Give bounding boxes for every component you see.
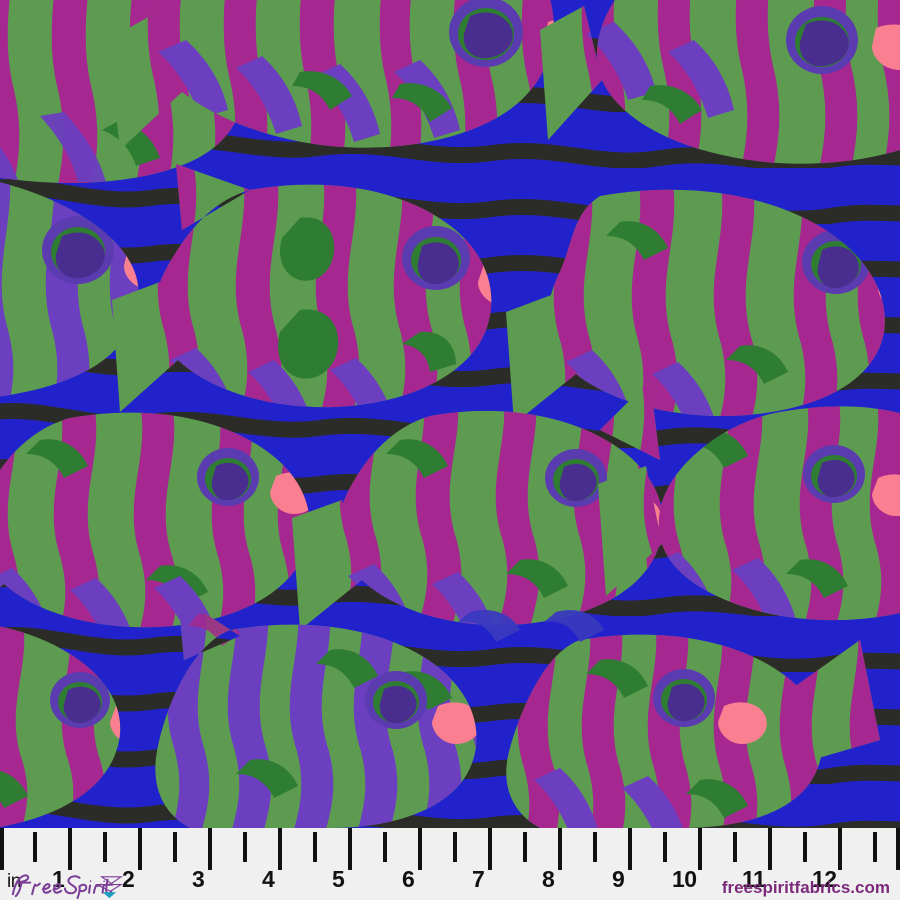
fish-eye xyxy=(653,669,715,727)
ruler-tick-minor xyxy=(383,832,387,862)
ruler-tick-major xyxy=(768,828,772,870)
fabric-pattern-svg xyxy=(0,0,900,828)
ruler-tick-major xyxy=(488,828,492,870)
fish-eye xyxy=(786,6,858,74)
ruler-tick-minor xyxy=(173,832,177,862)
water-accents xyxy=(458,610,604,642)
ruler-tick-minor xyxy=(453,832,457,862)
website-url: freespiritfabrics.com xyxy=(721,878,890,897)
ruler-tick-major xyxy=(838,828,842,870)
ruler-tick-major xyxy=(628,828,632,870)
ruler-number-4: 4 xyxy=(262,866,275,892)
ruler-tick-minor xyxy=(873,832,877,862)
ruler-tick-major xyxy=(558,828,562,870)
ruler-tick-major xyxy=(348,828,352,870)
fish-r4-c3 xyxy=(506,634,880,828)
ruler-tick-minor xyxy=(313,832,317,862)
ruler-number-3: 3 xyxy=(192,866,205,892)
ruler-tick-minor xyxy=(593,832,597,862)
freespirit-logo xyxy=(6,872,124,900)
freespirit-bird-mark xyxy=(96,876,123,899)
fish-eye xyxy=(402,226,470,290)
ruler-number-12: 12 xyxy=(812,866,837,892)
ruler-number-2: 2 xyxy=(122,866,135,892)
ruler-number-7: 7 xyxy=(472,866,485,892)
ruler-tick-minor xyxy=(663,832,667,862)
ruler-tick-major xyxy=(138,828,142,870)
fish-eye xyxy=(803,445,865,503)
fabric-swatch-image xyxy=(0,0,900,828)
ruler-tick-minor xyxy=(733,832,737,862)
ruler-number-6: 6 xyxy=(402,866,415,892)
ruler-tick-minor xyxy=(103,832,107,862)
ruler-tick-major xyxy=(418,828,422,870)
fish-eye xyxy=(50,672,110,728)
fish-mouth xyxy=(432,702,477,744)
fish-eye xyxy=(449,0,523,67)
freespirit-logo-svg xyxy=(11,874,123,900)
ruler-tick-minor xyxy=(243,832,247,862)
ruler-tick-major xyxy=(208,828,212,870)
ruler-tick-major xyxy=(896,828,900,870)
ruler-tick-major xyxy=(0,828,4,870)
fish-eye xyxy=(197,448,259,506)
ruler-number-10: 10 xyxy=(672,866,697,892)
ruler-tick-major xyxy=(278,828,282,870)
ruler-tick-major xyxy=(68,828,72,870)
ruler-tick-minor xyxy=(803,832,807,862)
ruler-number-5: 5 xyxy=(332,866,345,892)
ruler-tick-minor xyxy=(523,832,527,862)
fish-eye xyxy=(365,671,427,729)
ruler-number-8: 8 xyxy=(542,866,555,892)
ruler-unit-label: in xyxy=(7,871,21,892)
ruler-number-9: 9 xyxy=(612,866,625,892)
ruler-tick-major xyxy=(698,828,702,870)
fish-eye xyxy=(42,216,114,284)
ruler-tick-minor xyxy=(33,832,37,862)
fish-row-1 xyxy=(0,0,900,183)
ruler-number-11: 11 xyxy=(742,866,766,892)
fish-r4-c2 xyxy=(155,596,477,828)
fish-mouth xyxy=(718,702,767,744)
ruler-strip: in 1 2 3 4 5 6 7 8 9 10 11 12 xyxy=(0,828,900,900)
fish-mouth xyxy=(872,474,900,516)
fish-mouth xyxy=(872,24,900,70)
fish-eye xyxy=(545,449,607,507)
